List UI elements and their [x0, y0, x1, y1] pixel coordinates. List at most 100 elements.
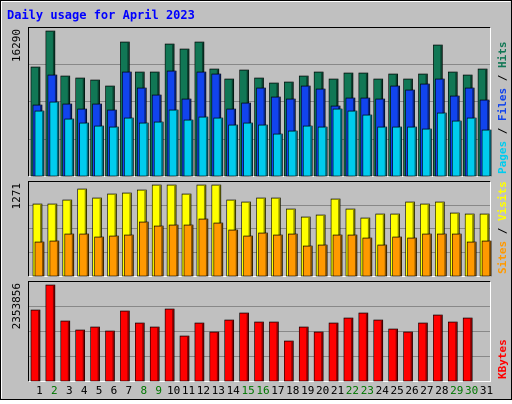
x-tick-label: 27 — [420, 384, 433, 397]
bar-pages — [332, 108, 343, 177]
bar-kbytes — [403, 331, 413, 382]
x-tick-label: 26 — [405, 384, 418, 397]
bar-kbytes — [358, 312, 369, 382]
bar-pages — [451, 120, 462, 177]
panel-kbytes-plot-border-dark — [28, 281, 491, 382]
x-tick-label: 15 — [241, 384, 254, 397]
bar-kbytes — [90, 326, 100, 382]
bar-pages — [139, 122, 149, 177]
x-tick-label: 23 — [361, 384, 374, 397]
panel-visits-sites-plot-border-light — [28, 181, 491, 277]
bar-pages — [273, 133, 283, 177]
legend-visits: Visits — [496, 181, 509, 221]
bar-pages — [481, 129, 492, 177]
bar-pages — [347, 110, 358, 177]
bar-pages — [407, 126, 417, 177]
x-tick-label: 14 — [227, 384, 241, 397]
x-tick-label: 16 — [256, 384, 269, 397]
bar-kbytes — [269, 321, 279, 382]
x-tick-label: 18 — [286, 384, 299, 397]
bar-kbytes — [149, 326, 160, 382]
bar-kbytes — [433, 314, 443, 382]
legend-hits: Hits — [496, 42, 509, 69]
bar-kbytes — [313, 331, 324, 382]
bar-pages — [317, 126, 328, 177]
bar-kbytes — [105, 330, 115, 382]
bar-pages — [124, 117, 134, 177]
bar-kbytes — [45, 284, 56, 382]
bar-kbytes — [418, 322, 428, 382]
bar-pages — [392, 126, 402, 177]
x-tick-label: 28 — [435, 384, 448, 397]
bar-sites — [481, 240, 492, 277]
bar-sites — [198, 218, 209, 277]
bar-pages — [79, 122, 90, 177]
x-tick-label: 2 — [51, 384, 58, 397]
x-tick-label: 10 — [167, 384, 180, 397]
bar-sites — [273, 234, 283, 277]
bar-sites — [109, 235, 119, 277]
bar-sites — [288, 233, 298, 277]
bar-sites — [153, 225, 164, 277]
x-tick-label: 24 — [376, 384, 390, 397]
bar-kbytes — [179, 335, 190, 382]
bar-sites — [407, 237, 417, 277]
bar-sites — [317, 244, 328, 277]
x-tick-label: 13 — [212, 384, 225, 397]
panel-visits-sites-legend: Sites / Visits — [496, 181, 509, 274]
bar-kbytes — [120, 310, 130, 382]
bar-pages — [362, 114, 373, 177]
x-tick-label: 5 — [96, 384, 103, 397]
x-tick-label: 22 — [346, 384, 359, 397]
legend-sites: Sites — [496, 241, 509, 274]
panel-visits-sites-ymax-label: 1271 — [10, 183, 23, 210]
bar-sites — [392, 236, 402, 277]
bar-pages — [422, 128, 432, 177]
bar-kbytes — [328, 322, 339, 382]
bar-pages — [243, 122, 253, 177]
panel-hits-files-pages-plot-border-light — [28, 27, 491, 177]
bar-pages — [94, 125, 104, 177]
bar-kbytes — [388, 328, 398, 382]
x-tick-label: 3 — [66, 384, 73, 397]
x-tick-label: 12 — [197, 384, 210, 397]
bar-sites — [347, 234, 358, 277]
bar-sites — [243, 235, 253, 277]
x-tick-label: 1 — [36, 384, 43, 397]
bar-sites — [49, 240, 60, 277]
x-tick-label: 19 — [301, 384, 314, 397]
bar-kbytes — [254, 321, 264, 382]
bar-sites — [228, 229, 239, 277]
bar-pages — [228, 124, 239, 177]
bar-pages — [258, 124, 268, 177]
bar-sites — [466, 241, 477, 277]
bar-kbytes — [30, 309, 41, 382]
bar-pages — [64, 118, 75, 177]
legend-/: / — [496, 121, 509, 141]
bar-sites — [79, 233, 90, 277]
x-tick-label: 6 — [111, 384, 118, 397]
legend-pages: Pages — [496, 141, 509, 174]
x-tick-label: 30 — [465, 384, 478, 397]
bar-sites — [437, 233, 447, 277]
panel-kbytes-ymax-label: 2353856 — [10, 283, 23, 329]
x-tick-label: 8 — [140, 384, 147, 397]
bar-pages — [437, 112, 447, 177]
bar-sites — [124, 234, 134, 277]
bar-kbytes — [60, 320, 71, 382]
bar-sites — [94, 236, 104, 277]
bar-sites — [213, 222, 224, 277]
bar-pages — [302, 125, 313, 177]
bar-sites — [451, 233, 462, 277]
bar-kbytes — [462, 317, 473, 382]
panel-hits-files-pages-plot-border-dark — [28, 27, 491, 177]
x-tick-label: 4 — [81, 384, 88, 397]
bar-sites — [34, 241, 45, 277]
bar-pages — [466, 117, 477, 177]
bar-pages — [34, 110, 45, 177]
legend-kbytes: KBytes — [496, 339, 509, 379]
bar-sites — [332, 234, 343, 277]
